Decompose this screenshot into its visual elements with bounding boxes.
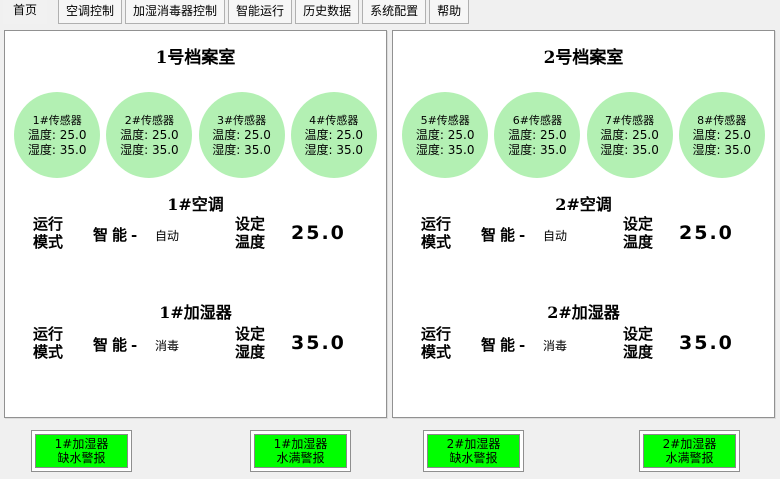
sensor-indicator-4: 4#传感器 温度: 25.0 湿度: 35.0 <box>290 92 377 178</box>
alarm-indicator: 1#加湿器 水满警报 <box>254 434 347 468</box>
tab-smart-run[interactable]: 智能运行 <box>228 0 293 24</box>
tab-ac-control[interactable]: 空调控制 <box>58 0 123 24</box>
humidifier-mode-value: 智能- <box>93 336 142 354</box>
ac-mode-value: 智能- <box>93 226 142 244</box>
sensor-name: 7#传感器 <box>604 113 655 127</box>
humidifier-title: 1#加湿器 <box>159 303 232 322</box>
run-mode-label: 运行 模式 <box>33 215 64 251</box>
set-temperature-label: 设定 温度 <box>235 215 266 251</box>
sensor-humidity: 湿度: 35.0 <box>120 142 179 157</box>
sensor-humidity: 湿度: 35.0 <box>415 142 475 157</box>
room-panel-1: 1号档案室 1#传感器 温度: 25.0 湿度: 35.0 2#传感器 温度: … <box>4 30 387 418</box>
sensor-row: 1#传感器 温度: 25.0 湿度: 35.0 2#传感器 温度: 25.0 湿… <box>8 92 383 178</box>
humidifier-mode-value: 智能- <box>481 336 530 354</box>
alarm-indicator: 1#加湿器 缺水警报 <box>35 434 128 468</box>
run-mode-label: 运行 模式 <box>421 325 452 361</box>
tab-history-data[interactable]: 历史数据 <box>295 0 360 24</box>
ac-row: 运行 模式 智能- 自动 设定 温度 25.0 <box>5 215 386 257</box>
sensor-temperature: 温度: 25.0 <box>415 127 475 142</box>
room-title: 2号档案室 <box>543 48 624 68</box>
sensor-temperature: 温度: 25.0 <box>304 127 364 142</box>
set-temperature-value: 25.0 <box>291 222 346 244</box>
ac-mode-sub-value: 自动 <box>543 229 568 243</box>
ac-title: 2#空调 <box>555 195 612 214</box>
sensor-temperature: 温度: 25.0 <box>508 127 567 142</box>
tab-help[interactable]: 帮助 <box>429 0 470 24</box>
set-temperature-label: 设定 温度 <box>623 215 654 251</box>
sensor-name: 6#传感器 <box>512 113 562 127</box>
sensor-indicator-8: 8#传感器 温度: 25.0 湿度: 35.0 <box>678 92 765 178</box>
sensor-name: 8#传感器 <box>697 113 747 127</box>
sensor-temperature: 温度: 25.0 <box>120 127 179 142</box>
set-temperature-value: 25.0 <box>679 222 734 244</box>
ac-mode-value: 智能- <box>481 226 530 244</box>
humidifier2-low-water-alarm-button[interactable]: 2#加湿器 缺水警报 <box>423 430 524 472</box>
set-humidity-label: 设定 湿度 <box>623 325 654 361</box>
humidifier1-low-water-alarm-button[interactable]: 1#加湿器 缺水警报 <box>31 430 132 472</box>
set-humidity-value: 35.0 <box>291 332 346 354</box>
humidifier-mode-sub-value: 消毒 <box>543 339 568 353</box>
alarm-indicator: 2#加湿器 缺水警报 <box>427 434 520 468</box>
ac-mode-sub-value: 自动 <box>155 229 180 243</box>
humidifier-title: 2#加湿器 <box>547 303 620 322</box>
sensor-indicator-3: 3#传感器 温度: 25.0 湿度: 35.0 <box>198 92 285 178</box>
sensor-temperature: 温度: 25.0 <box>27 127 87 142</box>
ac-title: 1#空调 <box>167 195 224 214</box>
sensor-humidity: 湿度: 35.0 <box>508 142 567 157</box>
humidifier1-water-full-alarm-button[interactable]: 1#加湿器 水满警报 <box>250 430 351 472</box>
sensor-humidity: 湿度: 35.0 <box>304 142 364 157</box>
tab-home[interactable]: 首页 <box>3 0 48 24</box>
tab-humidifier-control[interactable]: 加湿消毒器控制 <box>125 0 226 24</box>
alarm-indicator: 2#加湿器 水满警报 <box>643 434 736 468</box>
set-humidity-label: 设定 湿度 <box>235 325 266 361</box>
sensor-humidity: 湿度: 35.0 <box>600 142 659 157</box>
sensor-indicator-5: 5#传感器 温度: 25.0 湿度: 35.0 <box>402 92 489 178</box>
sensor-indicator-2: 2#传感器 温度: 25.0 湿度: 35.0 <box>106 92 193 178</box>
sensor-temperature: 温度: 25.0 <box>212 127 271 142</box>
room-panel-2: 2号档案室 5#传感器 温度: 25.0 湿度: 35.0 6#传感器 温度: … <box>392 30 775 418</box>
run-mode-label: 运行 模式 <box>33 325 64 361</box>
sensor-indicator-7: 7#传感器 温度: 25.0 湿度: 35.0 <box>586 92 673 178</box>
tab-system-config[interactable]: 系统配置 <box>362 0 427 24</box>
sensor-name: 1#传感器 <box>32 113 82 127</box>
sensor-name: 2#传感器 <box>124 113 174 127</box>
sensor-humidity: 湿度: 35.0 <box>27 142 87 157</box>
tab-bar: 首页 空调控制 加湿消毒器控制 智能运行 历史数据 系统配置 帮助 <box>3 0 780 24</box>
sensor-humidity: 湿度: 35.0 <box>212 142 271 157</box>
sensor-indicator-6: 6#传感器 温度: 25.0 湿度: 35.0 <box>494 92 581 178</box>
sensor-name: 5#传感器 <box>420 113 470 127</box>
humidifier-row: 运行 模式 智能- 消毒 设定 湿度 35.0 <box>393 325 774 367</box>
sensor-row: 5#传感器 温度: 25.0 湿度: 35.0 6#传感器 温度: 25.0 湿… <box>396 92 771 178</box>
sensor-name: 3#传感器 <box>216 113 267 127</box>
sensor-name: 4#传感器 <box>309 113 359 127</box>
run-mode-label: 运行 模式 <box>421 215 452 251</box>
humidifier-mode-sub-value: 消毒 <box>155 339 180 353</box>
sensor-indicator-1: 1#传感器 温度: 25.0 湿度: 35.0 <box>14 92 101 178</box>
humidifier2-water-full-alarm-button[interactable]: 2#加湿器 水满警报 <box>639 430 740 472</box>
room-title: 1号档案室 <box>155 48 236 68</box>
ac-row: 运行 模式 智能- 自动 设定 温度 25.0 <box>393 215 774 257</box>
sensor-temperature: 温度: 25.0 <box>600 127 659 142</box>
humidifier-row: 运行 模式 智能- 消毒 设定 湿度 35.0 <box>5 325 386 367</box>
sensor-temperature: 温度: 25.0 <box>692 127 752 142</box>
sensor-humidity: 湿度: 35.0 <box>692 142 752 157</box>
set-humidity-value: 35.0 <box>679 332 734 354</box>
